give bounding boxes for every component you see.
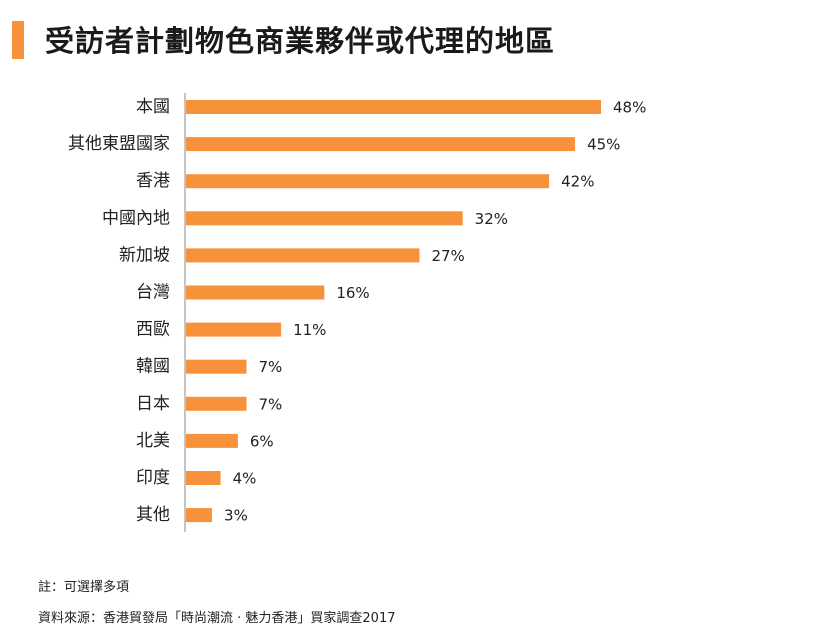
- bar: [186, 285, 325, 300]
- data-label: 7%: [259, 358, 283, 376]
- bar: [186, 508, 212, 523]
- category-label: 本國: [136, 97, 170, 117]
- title-accent-bar: [12, 21, 24, 59]
- category-label: 日本: [136, 394, 170, 414]
- data-label: 6%: [250, 432, 274, 450]
- bar: [186, 100, 601, 114]
- category-label: 香港: [136, 171, 170, 191]
- category-label: 台灣: [136, 283, 170, 303]
- category-label: 中國內地: [102, 208, 170, 228]
- category-label: 韓國: [136, 357, 170, 377]
- bar-chart: 本國 48% 其他東盟國家 45% 香港 42% 中國內地 32% 新加坡 27% 台灣 16% 西歐 1…: [68, 93, 646, 532]
- data-label: 7%: [259, 395, 283, 413]
- bar: [186, 137, 576, 152]
- bar: [186, 471, 221, 485]
- category-label: 北美: [136, 431, 170, 451]
- data-label: 48%: [613, 99, 646, 117]
- bar: [186, 396, 247, 411]
- source-note: 資料來源：香港貿發局「時尚潮流 · 魅力香港」買家調查2017: [38, 611, 396, 626]
- data-label: 27%: [431, 247, 464, 265]
- bar: [186, 433, 238, 448]
- bar: [186, 248, 420, 263]
- category-label: 新加坡: [119, 245, 170, 265]
- data-label: 45%: [587, 136, 620, 154]
- bar: [186, 211, 463, 226]
- data-label: 32%: [475, 210, 508, 228]
- chart-title: 受訪者計劃物色商業夥伴或代理的地區: [45, 24, 556, 58]
- bars-layer: 本國 48% 其他東盟國家 45% 香港 42% 中國內地 32% 新加坡 27% 台灣 16% 西歐 1…: [68, 97, 646, 525]
- category-label: 其他: [136, 505, 170, 525]
- bar: [186, 359, 247, 374]
- data-label: 16%: [336, 284, 369, 302]
- footnote: 註：可選擇多項: [38, 580, 130, 595]
- category-label: 其他東盟國家: [68, 134, 170, 154]
- data-label: 4%: [233, 470, 257, 488]
- bar: [186, 174, 550, 189]
- category-label: 西歐: [136, 320, 170, 340]
- data-label: 42%: [561, 173, 594, 191]
- category-label: 印度: [136, 468, 170, 488]
- data-label: 3%: [224, 507, 248, 525]
- data-label: 11%: [293, 321, 326, 339]
- bar: [186, 322, 282, 337]
